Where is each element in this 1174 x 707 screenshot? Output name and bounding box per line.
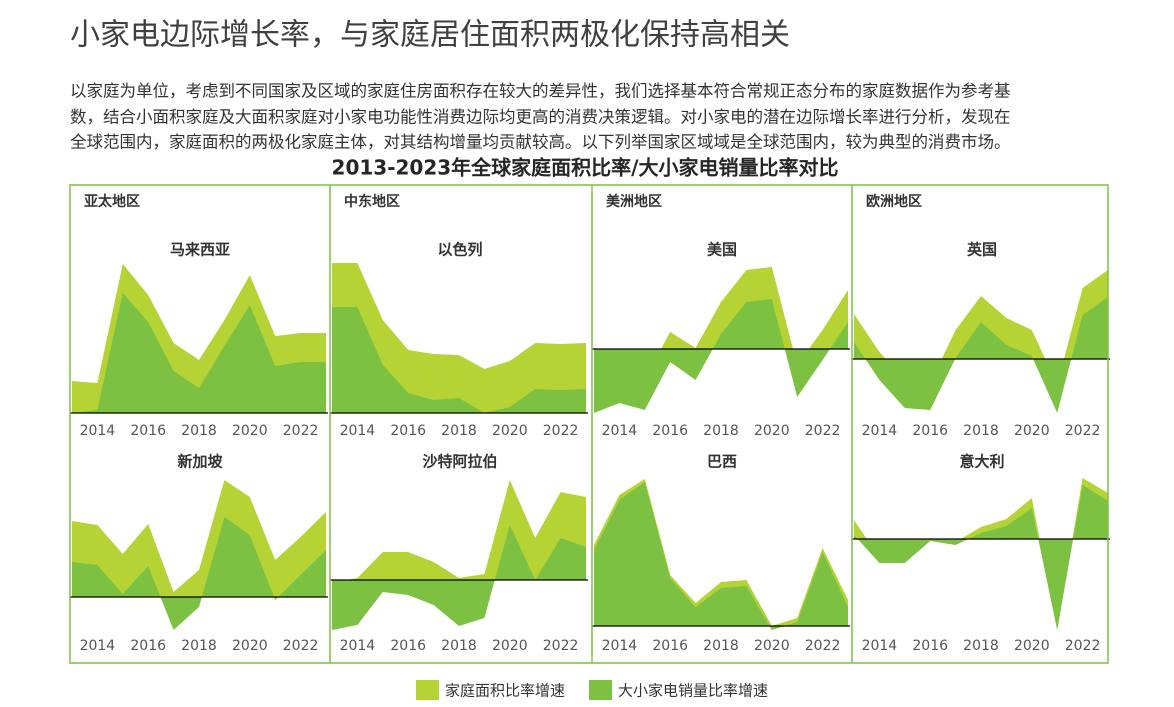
x-tick-label: 2020 bbox=[754, 423, 790, 439]
x-tick-label: 2018 bbox=[441, 423, 477, 439]
region-label: 中东地区 bbox=[344, 193, 400, 210]
region-label: 亚太地区 bbox=[84, 193, 140, 210]
x-tick-label: 2022 bbox=[543, 638, 579, 654]
x-tick-label: 2016 bbox=[912, 423, 948, 439]
x-tick-label: 2022 bbox=[543, 423, 579, 439]
region-label: 欧洲地区 bbox=[866, 193, 922, 210]
x-tick-label: 2014 bbox=[340, 638, 376, 654]
paragraph-line: 以家庭为单位，考虑到不同国家及区域的家庭住房面积存在较大的差异性，我们选择基本符… bbox=[70, 82, 1011, 101]
x-tick-label: 2016 bbox=[130, 423, 166, 439]
x-tick-label: 2016 bbox=[652, 638, 688, 654]
legend-label: 家庭面积比率增速 bbox=[445, 682, 565, 700]
x-tick-label: 2014 bbox=[862, 638, 898, 654]
panel-title: 马来西亚 bbox=[170, 241, 230, 259]
x-tick-label: 2022 bbox=[283, 638, 319, 654]
area bbox=[72, 293, 326, 413]
x-tick-label: 2020 bbox=[1014, 638, 1050, 654]
x-tick-label: 2014 bbox=[602, 638, 638, 654]
area bbox=[594, 482, 848, 630]
area bbox=[332, 525, 586, 630]
x-tick-label: 2014 bbox=[340, 423, 376, 439]
x-tick-label: 2016 bbox=[912, 638, 948, 654]
area bbox=[854, 297, 1108, 413]
x-tick-label: 2016 bbox=[390, 638, 426, 654]
x-tick-label: 2014 bbox=[80, 423, 116, 439]
x-tick-label: 2014 bbox=[602, 423, 638, 439]
x-tick-label: 2020 bbox=[1014, 423, 1050, 439]
area bbox=[332, 263, 586, 413]
area bbox=[854, 485, 1108, 630]
x-tick-label: 2022 bbox=[283, 423, 319, 439]
x-tick-label: 2020 bbox=[492, 423, 528, 439]
legend-swatch bbox=[416, 680, 439, 700]
legend-swatch bbox=[589, 680, 612, 700]
x-tick-label: 2016 bbox=[390, 423, 426, 439]
paragraph-line: 数，结合小面积家庭及大面积家庭对小家电功能性消费边际均更高的消费决策逻辑。对小家… bbox=[70, 108, 1011, 127]
panel-title: 美国 bbox=[707, 241, 737, 259]
x-tick-label: 2014 bbox=[80, 638, 116, 654]
panel-title: 英国 bbox=[967, 241, 997, 259]
x-tick-label: 2020 bbox=[492, 638, 528, 654]
x-tick-label: 2018 bbox=[181, 638, 217, 654]
x-tick-label: 2016 bbox=[130, 638, 166, 654]
x-tick-label: 2018 bbox=[963, 638, 999, 654]
area bbox=[332, 307, 586, 413]
x-tick-label: 2018 bbox=[181, 423, 217, 439]
x-tick-label: 2018 bbox=[963, 423, 999, 439]
panel-title: 以色列 bbox=[437, 241, 482, 259]
x-tick-label: 2020 bbox=[232, 638, 268, 654]
x-tick-label: 2018 bbox=[441, 638, 477, 654]
paragraph-line: 全球范围内，家庭面积的两极化家庭主体，对其结构增量均贡献较高。以下列举国家区域域… bbox=[70, 133, 1011, 152]
region-label: 美洲地区 bbox=[606, 193, 662, 210]
x-tick-label: 2018 bbox=[703, 423, 739, 439]
page-title: 小家电边际增长率，与家庭居住面积两极化保持高相关 bbox=[70, 18, 790, 53]
x-tick-label: 2016 bbox=[652, 423, 688, 439]
panel-title: 沙特阿拉伯 bbox=[422, 453, 497, 471]
panel-title: 意大利 bbox=[959, 453, 1004, 471]
panel-title: 巴西 bbox=[707, 453, 737, 471]
x-tick-label: 2014 bbox=[862, 423, 898, 439]
panel-title: 新加坡 bbox=[177, 453, 222, 471]
x-tick-label: 2022 bbox=[1065, 638, 1101, 654]
x-tick-label: 2018 bbox=[703, 638, 739, 654]
x-tick-label: 2020 bbox=[232, 423, 268, 439]
chart-title: 2013-2023年全球家庭面积比率/大小家电销量比率对比 bbox=[332, 156, 839, 180]
legend-label: 大小家电销量比率增速 bbox=[618, 682, 768, 700]
area bbox=[594, 299, 848, 413]
x-tick-label: 2022 bbox=[805, 423, 841, 439]
x-tick-label: 2022 bbox=[805, 638, 841, 654]
x-tick-label: 2020 bbox=[754, 638, 790, 654]
x-tick-label: 2022 bbox=[1065, 423, 1101, 439]
frame bbox=[69, 184, 1109, 664]
